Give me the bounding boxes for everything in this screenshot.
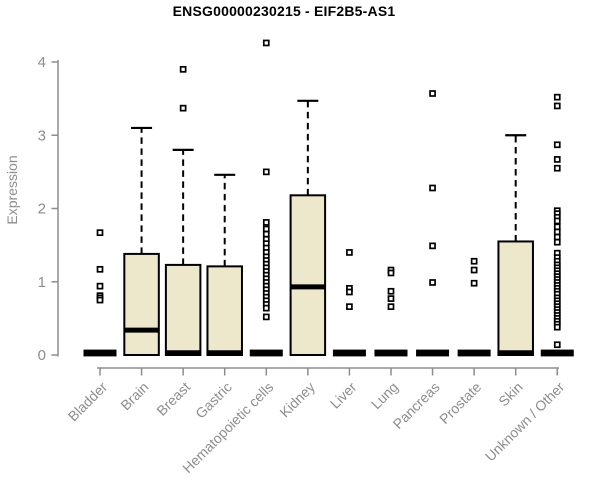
outlier-point bbox=[262, 219, 270, 226]
outlier-point bbox=[346, 249, 353, 256]
y-tick-label: 3 bbox=[38, 127, 46, 144]
outlier-point bbox=[553, 233, 561, 241]
outlier-point bbox=[262, 304, 270, 312]
outlier-point bbox=[96, 282, 104, 290]
outlier-point bbox=[553, 93, 561, 101]
outlier-point bbox=[96, 229, 104, 237]
outlier-point bbox=[179, 104, 187, 112]
x-tick-label: Lung bbox=[368, 379, 401, 412]
x-tick-label: Skin bbox=[495, 379, 526, 410]
x-tick-label: Brain bbox=[117, 379, 151, 413]
collapsed-box bbox=[332, 349, 366, 357]
outlier-point bbox=[553, 141, 561, 149]
x-tick-label: Kidney bbox=[276, 379, 318, 421]
chart-title: ENSG00000230215 - EIF2B5-AS1 bbox=[172, 3, 396, 19]
y-tick-label: 1 bbox=[38, 274, 46, 291]
outlier-point bbox=[470, 279, 478, 287]
outlier-point bbox=[553, 228, 561, 236]
outlier-point bbox=[96, 296, 104, 304]
outlier-point bbox=[179, 65, 187, 73]
outlier-point bbox=[553, 164, 561, 172]
box bbox=[123, 252, 160, 356]
outlier-point bbox=[262, 168, 270, 176]
outlier-point bbox=[470, 257, 478, 265]
outlier-point bbox=[387, 303, 395, 311]
outlier-point bbox=[553, 341, 561, 349]
outlier-point bbox=[429, 279, 436, 286]
x-tick-label: Unknown / Other bbox=[482, 379, 568, 465]
box bbox=[289, 194, 327, 356]
outlier-point bbox=[262, 230, 270, 238]
collapsed-box bbox=[540, 349, 574, 357]
outlier-point bbox=[470, 266, 478, 274]
y-tick-label: 4 bbox=[38, 54, 46, 71]
outlier-point bbox=[387, 295, 395, 302]
outlier-point bbox=[346, 303, 353, 311]
x-tick-label: Prostate bbox=[436, 379, 484, 427]
collapsed-box bbox=[457, 349, 491, 357]
outlier-point bbox=[387, 269, 395, 277]
box bbox=[497, 240, 534, 356]
outlier-point bbox=[553, 217, 561, 225]
outlier-point bbox=[262, 39, 270, 47]
outlier-point bbox=[553, 102, 561, 110]
outlier-point bbox=[429, 242, 436, 250]
y-tick-label: 0 bbox=[38, 347, 46, 364]
outlier-point bbox=[262, 225, 270, 233]
x-tick-label: Liver bbox=[327, 379, 360, 412]
box bbox=[164, 263, 202, 356]
y-tick-label: 2 bbox=[38, 201, 46, 218]
outlier-point bbox=[429, 90, 436, 97]
outlier-point bbox=[553, 323, 561, 331]
x-tick-label: Breast bbox=[153, 379, 193, 419]
outlier-point bbox=[553, 238, 561, 246]
outlier-point bbox=[429, 184, 436, 192]
box bbox=[206, 265, 243, 356]
outlier-point bbox=[96, 265, 104, 273]
x-tick-label: Bladder bbox=[65, 379, 111, 425]
collapsed-box bbox=[83, 349, 117, 357]
outlier-point bbox=[553, 156, 561, 163]
collapsed-box bbox=[374, 349, 408, 357]
collapsed-box bbox=[416, 349, 450, 357]
outlier-point bbox=[346, 288, 353, 296]
outlier-point bbox=[262, 313, 270, 321]
outlier-point bbox=[387, 287, 395, 295]
collapsed-box bbox=[249, 349, 283, 357]
outlier-point bbox=[553, 223, 561, 231]
